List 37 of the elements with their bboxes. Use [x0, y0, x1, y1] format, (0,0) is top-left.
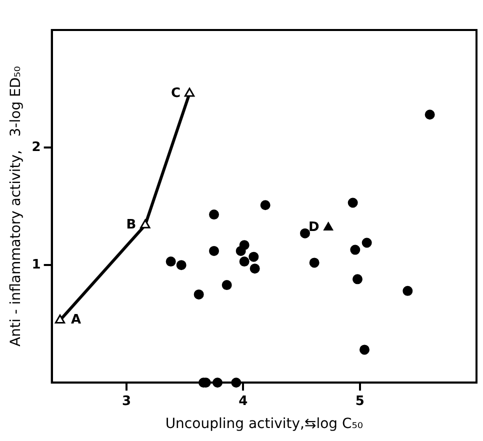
- point: [250, 264, 260, 274]
- x-tick-label: 4: [238, 394, 248, 409]
- x-axis-title: Uncoupling activity,⇆log C₅₀: [165, 416, 364, 432]
- y-axis-title: Anti - inflammatory activity, 3-log ED₅₀: [8, 66, 24, 346]
- y-tick-label: 2: [32, 140, 41, 155]
- point: [324, 222, 334, 230]
- point: [194, 289, 204, 300]
- point: [212, 378, 223, 388]
- point: [350, 244, 360, 255]
- annotation: B: [126, 217, 136, 232]
- point: [348, 198, 358, 208]
- point: [362, 238, 372, 248]
- point: [260, 200, 270, 210]
- point: [402, 286, 413, 296]
- point: [309, 258, 320, 268]
- point: [300, 228, 310, 238]
- y-tick-label: 1: [32, 257, 41, 272]
- point: [424, 110, 435, 120]
- point: [222, 280, 232, 290]
- point: [352, 274, 363, 284]
- point: [360, 344, 370, 355]
- point: [239, 256, 250, 267]
- annotation: D: [308, 220, 320, 235]
- point: [140, 219, 150, 228]
- point: [248, 252, 259, 262]
- annotation: A: [71, 312, 82, 328]
- point: [54, 314, 66, 324]
- annotation: C: [170, 86, 181, 101]
- x-tick-label: 5: [355, 394, 364, 409]
- x-tick-label: 3: [122, 394, 132, 409]
- point: [231, 378, 242, 388]
- point: [239, 240, 250, 250]
- point: [209, 210, 220, 220]
- point: [176, 260, 186, 270]
- point: [166, 256, 176, 267]
- point: [209, 246, 220, 256]
- point: [184, 88, 195, 97]
